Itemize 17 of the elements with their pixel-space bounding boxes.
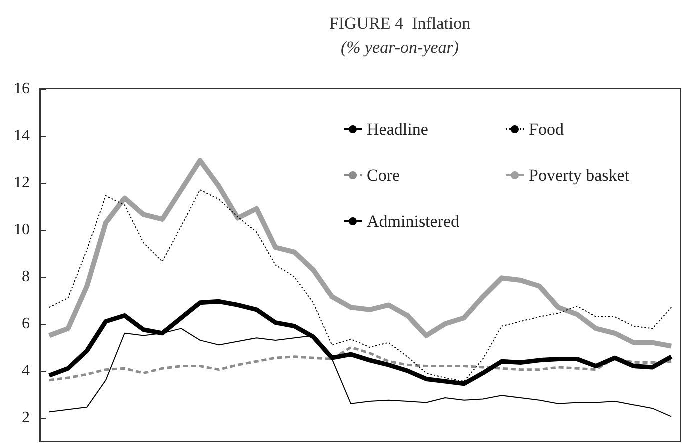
legend-label: Administered [367,212,460,231]
y-tick-label: 14 [14,128,30,144]
legend-label: Core [367,166,400,185]
y-tick-label: 6 [22,316,30,332]
y-tick-label: 16 [14,80,30,98]
line-series [48,346,673,382]
legend-label: Food [529,120,564,139]
legend-label: Poverty basket [529,166,630,185]
y-tick-label: 8 [22,268,30,286]
legend-label: Headline [367,120,428,139]
chart-subtitle: (% year-on-year) [340,38,460,57]
y-tick-label: 12 [14,174,30,192]
y-tick-label: 2 [22,410,30,426]
chart-title: FIGURE 4 Inflation [329,14,472,33]
line-series [48,190,672,382]
y-tick-label: 4 [22,362,30,380]
y-tick-label: 10 [14,222,30,238]
